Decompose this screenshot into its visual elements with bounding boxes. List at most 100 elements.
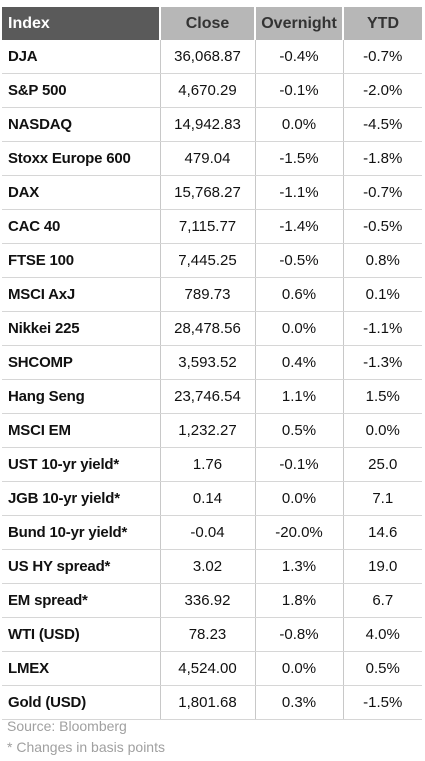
table-notes: Source: Bloomberg * Changes in basis poi… bbox=[7, 716, 165, 758]
cell-index: MSCI AxJ bbox=[2, 277, 160, 312]
table-row: LMEX 4,524.00 0.0% 0.5% bbox=[2, 651, 422, 686]
cell-close: 3.02 bbox=[159, 549, 255, 584]
cell-index: Stoxx Europe 600 bbox=[2, 141, 160, 176]
cell-close: 4,524.00 bbox=[159, 651, 255, 686]
table-row: Hang Seng 23,746.54 1.1% 1.5% bbox=[2, 379, 422, 414]
cell-close: 78.23 bbox=[159, 617, 255, 652]
cell-index: Gold (USD) bbox=[2, 685, 160, 720]
cell-index: SHCOMP bbox=[2, 345, 160, 380]
cell-overnight: 1.3% bbox=[254, 549, 343, 584]
cell-index: S&P 500 bbox=[2, 73, 160, 108]
cell-close: 336.92 bbox=[159, 583, 255, 618]
cell-ytd: -1.5% bbox=[342, 685, 422, 720]
header-index: Index bbox=[2, 7, 160, 40]
cell-overnight: 0.6% bbox=[254, 277, 343, 312]
cell-overnight: -1.5% bbox=[254, 141, 343, 176]
cell-overnight: -1.4% bbox=[254, 209, 343, 244]
table-row: FTSE 100 7,445.25 -0.5% 0.8% bbox=[2, 243, 422, 278]
table-row: NASDAQ 14,942.83 0.0% -4.5% bbox=[2, 107, 422, 142]
cell-index: EM spread* bbox=[2, 583, 160, 618]
cell-index: US HY spread* bbox=[2, 549, 160, 584]
table-body: DJA 36,068.87 -0.4% -0.7% S&P 500 4,670.29 -0.… bbox=[2, 40, 422, 720]
cell-ytd: 19.0 bbox=[342, 549, 422, 584]
cell-close: 14,942.83 bbox=[159, 107, 255, 142]
table-row: MSCI EM 1,232.27 0.5% 0.0% bbox=[2, 413, 422, 448]
cell-close: 7,445.25 bbox=[159, 243, 255, 278]
cell-index: FTSE 100 bbox=[2, 243, 160, 278]
cell-overnight: -0.1% bbox=[254, 73, 343, 108]
cell-overnight: -0.5% bbox=[254, 243, 343, 278]
cell-close: 3,593.52 bbox=[159, 345, 255, 380]
cell-index: MSCI EM bbox=[2, 413, 160, 448]
cell-ytd: -0.5% bbox=[342, 209, 422, 244]
market-table-container: Index Close Overnight YTD DJA 36,068.87 -0… bbox=[2, 7, 422, 720]
cell-index: Bund 10-yr yield* bbox=[2, 515, 160, 550]
cell-index: NASDAQ bbox=[2, 107, 160, 142]
cell-close: 4,670.29 bbox=[159, 73, 255, 108]
table-row: Gold (USD) 1,801.68 0.3% -1.5% bbox=[2, 685, 422, 720]
cell-ytd: 1.5% bbox=[342, 379, 422, 414]
cell-overnight: 1.1% bbox=[254, 379, 343, 414]
cell-overnight: 0.0% bbox=[254, 651, 343, 686]
cell-index: WTI (USD) bbox=[2, 617, 160, 652]
cell-index: LMEX bbox=[2, 651, 160, 686]
cell-close: 7,115.77 bbox=[159, 209, 255, 244]
cell-ytd: -0.7% bbox=[342, 175, 422, 210]
table-row: DJA 36,068.87 -0.4% -0.7% bbox=[2, 40, 422, 74]
cell-index: DAX bbox=[2, 175, 160, 210]
table-row: EM spread* 336.92 1.8% 6.7 bbox=[2, 583, 422, 618]
cell-ytd: 0.1% bbox=[342, 277, 422, 312]
cell-overnight: 0.0% bbox=[254, 481, 343, 516]
cell-ytd: -4.5% bbox=[342, 107, 422, 142]
table-row: DAX 15,768.27 -1.1% -0.7% bbox=[2, 175, 422, 210]
basis-points-footnote: * Changes in basis points bbox=[7, 739, 165, 755]
cell-close: 1,232.27 bbox=[159, 413, 255, 448]
cell-overnight: -1.1% bbox=[254, 175, 343, 210]
table-header-row: Index Close Overnight YTD bbox=[2, 7, 422, 40]
cell-index: DJA bbox=[2, 40, 160, 74]
cell-close: 1,801.68 bbox=[159, 685, 255, 720]
table-row: Stoxx Europe 600 479.04 -1.5% -1.8% bbox=[2, 141, 422, 176]
cell-index: Hang Seng bbox=[2, 379, 160, 414]
cell-overnight: 0.0% bbox=[254, 107, 343, 142]
cell-close: 479.04 bbox=[159, 141, 255, 176]
cell-close: 15,768.27 bbox=[159, 175, 255, 210]
cell-ytd: 6.7 bbox=[342, 583, 422, 618]
cell-ytd: 14.6 bbox=[342, 515, 422, 550]
cell-close: 789.73 bbox=[159, 277, 255, 312]
cell-overnight: 0.5% bbox=[254, 413, 343, 448]
cell-ytd: 0.0% bbox=[342, 413, 422, 448]
cell-ytd: 25.0 bbox=[342, 447, 422, 482]
cell-close: 23,746.54 bbox=[159, 379, 255, 414]
table-row: SHCOMP 3,593.52 0.4% -1.3% bbox=[2, 345, 422, 380]
table-row: US HY spread* 3.02 1.3% 19.0 bbox=[2, 549, 422, 584]
cell-overnight: 0.4% bbox=[254, 345, 343, 380]
cell-overnight: 0.3% bbox=[254, 685, 343, 720]
cell-close: -0.04 bbox=[159, 515, 255, 550]
header-overnight: Overnight bbox=[254, 7, 343, 40]
cell-close: 1.76 bbox=[159, 447, 255, 482]
cell-close: 0.14 bbox=[159, 481, 255, 516]
table-row: S&P 500 4,670.29 -0.1% -2.0% bbox=[2, 73, 422, 108]
cell-ytd: 7.1 bbox=[342, 481, 422, 516]
table-row: WTI (USD) 78.23 -0.8% 4.0% bbox=[2, 617, 422, 652]
table-row: CAC 40 7,115.77 -1.4% -0.5% bbox=[2, 209, 422, 244]
header-ytd: YTD bbox=[342, 7, 422, 40]
cell-ytd: -1.3% bbox=[342, 345, 422, 380]
cell-index: CAC 40 bbox=[2, 209, 160, 244]
cell-ytd: 4.0% bbox=[342, 617, 422, 652]
cell-close: 28,478.56 bbox=[159, 311, 255, 346]
cell-ytd: -1.1% bbox=[342, 311, 422, 346]
market-table: Index Close Overnight YTD DJA 36,068.87 -0… bbox=[2, 7, 422, 720]
table-row: MSCI AxJ 789.73 0.6% 0.1% bbox=[2, 277, 422, 312]
cell-ytd: 0.8% bbox=[342, 243, 422, 278]
table-row: JGB 10-yr yield* 0.14 0.0% 7.1 bbox=[2, 481, 422, 516]
source-note: Source: Bloomberg bbox=[7, 718, 127, 734]
cell-ytd: 0.5% bbox=[342, 651, 422, 686]
table-row: Nikkei 225 28,478.56 0.0% -1.1% bbox=[2, 311, 422, 346]
table-row: UST 10-yr yield* 1.76 -0.1% 25.0 bbox=[2, 447, 422, 482]
table-row: Bund 10-yr yield* -0.04 -20.0% 14.6 bbox=[2, 515, 422, 550]
cell-overnight: -0.1% bbox=[254, 447, 343, 482]
cell-ytd: -1.8% bbox=[342, 141, 422, 176]
cell-overnight: 1.8% bbox=[254, 583, 343, 618]
